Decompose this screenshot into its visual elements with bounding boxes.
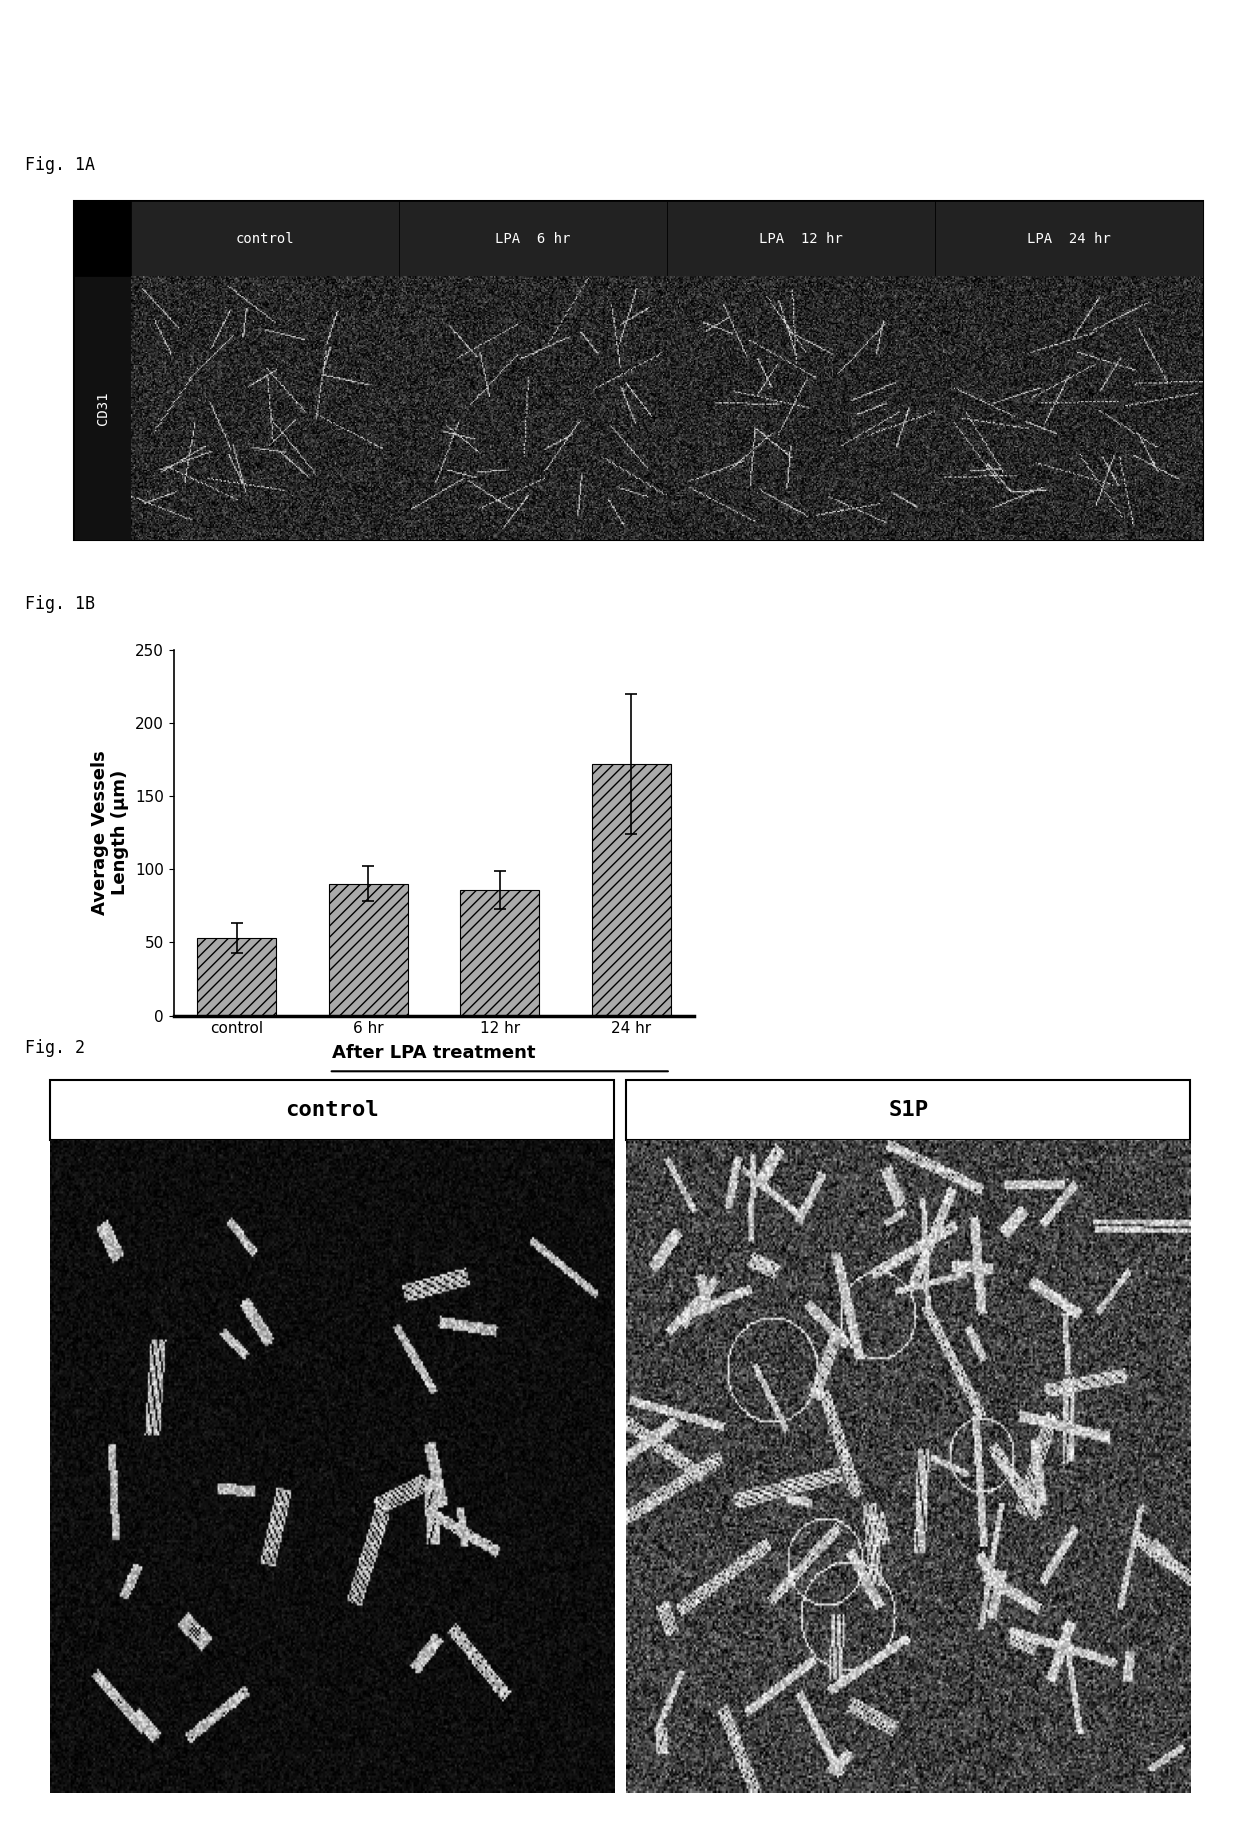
Text: LPA  6 hr: LPA 6 hr: [495, 232, 570, 245]
FancyBboxPatch shape: [626, 1080, 1190, 1140]
FancyBboxPatch shape: [399, 201, 667, 276]
FancyBboxPatch shape: [74, 201, 1203, 540]
Text: LPA  12 hr: LPA 12 hr: [759, 232, 843, 245]
Text: control: control: [285, 1100, 378, 1120]
Bar: [197, 939, 277, 1016]
Bar: [460, 889, 539, 1016]
FancyBboxPatch shape: [50, 1080, 614, 1140]
FancyBboxPatch shape: [935, 201, 1203, 276]
Text: Fig. 1B: Fig. 1B: [25, 595, 94, 613]
FancyBboxPatch shape: [74, 276, 131, 540]
Text: CD31: CD31: [95, 392, 109, 425]
Bar: [591, 763, 671, 1016]
Text: control: control: [236, 232, 294, 245]
FancyBboxPatch shape: [667, 201, 935, 276]
Text: LPA  24 hr: LPA 24 hr: [1027, 232, 1111, 245]
Text: Fig. 2: Fig. 2: [25, 1039, 84, 1056]
FancyBboxPatch shape: [131, 201, 399, 276]
X-axis label: After LPA treatment: After LPA treatment: [332, 1043, 536, 1061]
Bar: [329, 884, 408, 1016]
Y-axis label: Average Vessels
Length (μm): Average Vessels Length (μm): [91, 750, 129, 915]
Text: Fig. 1A: Fig. 1A: [25, 156, 94, 174]
Text: S1P: S1P: [888, 1100, 929, 1120]
